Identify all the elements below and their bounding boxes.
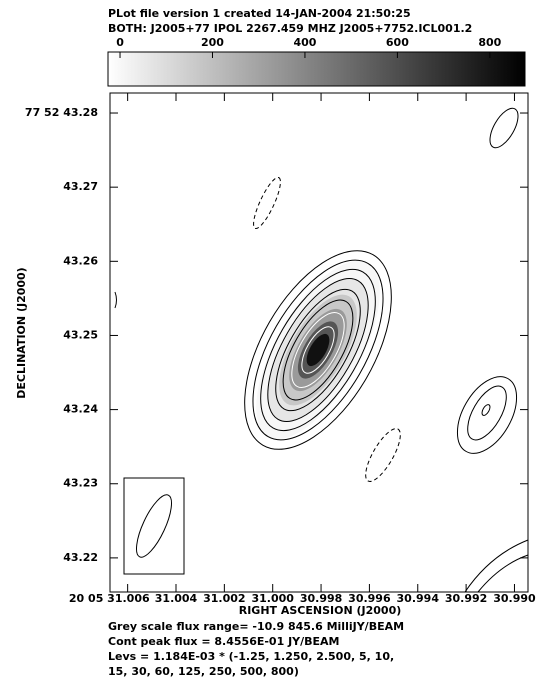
- y-tick-label: 43.26: [63, 254, 98, 267]
- footer-line: Grey scale flux range= -10.9 845.6 Milli…: [108, 620, 404, 633]
- y-tick-label: 43.27: [63, 180, 98, 193]
- footer-line: Cont peak flux = 8.4556E-01 JY/BEAM: [108, 635, 340, 648]
- colorbar-tick-label: 0: [116, 36, 124, 49]
- colorbar-tick-label: 800: [478, 36, 501, 49]
- footer-line: Levs = 1.184E-03 * (-1.25, 1.250, 2.500,…: [108, 650, 394, 663]
- x-tick-label: 30.992: [445, 592, 487, 605]
- x-axis-label: RIGHT ASCENSION (J2000): [239, 604, 402, 617]
- side-contours: [114, 107, 529, 593]
- x-tick-label: 31.000: [251, 592, 294, 605]
- colorbar-tick-label: 400: [293, 36, 316, 49]
- y-tick-label: 43.23: [63, 477, 98, 490]
- y-axis-label: DECLINATION (J2000): [15, 267, 28, 398]
- y-tick-label: 43.24: [63, 403, 98, 416]
- header-line: PLot file version 1 created 14-JAN-2004 …: [108, 7, 411, 20]
- x-tick-label: 31.004: [155, 592, 198, 605]
- colorbar-tick-label: 200: [201, 36, 224, 49]
- colorbar: [107, 51, 526, 87]
- x-tick-label: 30.998: [300, 592, 342, 605]
- beam: [123, 477, 185, 575]
- footer-line: 15, 30, 60, 125, 250, 500, 800): [108, 665, 299, 678]
- x-tick-label: 30.996: [348, 592, 391, 605]
- grey-image: [256, 260, 380, 440]
- y-tick-label: 77 52 43.28: [25, 106, 98, 119]
- colorbar-tick-label: 600: [386, 36, 409, 49]
- header-line: BOTH: J2005+77 IPOL 2267.459 MHZ J2005+7…: [108, 22, 472, 35]
- y-tick-label: 43.22: [63, 551, 98, 564]
- y-tick-label: 43.25: [63, 328, 98, 341]
- x-tick-label: 30.994: [397, 592, 440, 605]
- x-tick-label: 20 05 31.006: [69, 592, 150, 605]
- contours: [244, 250, 392, 450]
- x-tick-label: 30.990: [493, 592, 536, 605]
- x-tick-label: 31.002: [203, 592, 245, 605]
